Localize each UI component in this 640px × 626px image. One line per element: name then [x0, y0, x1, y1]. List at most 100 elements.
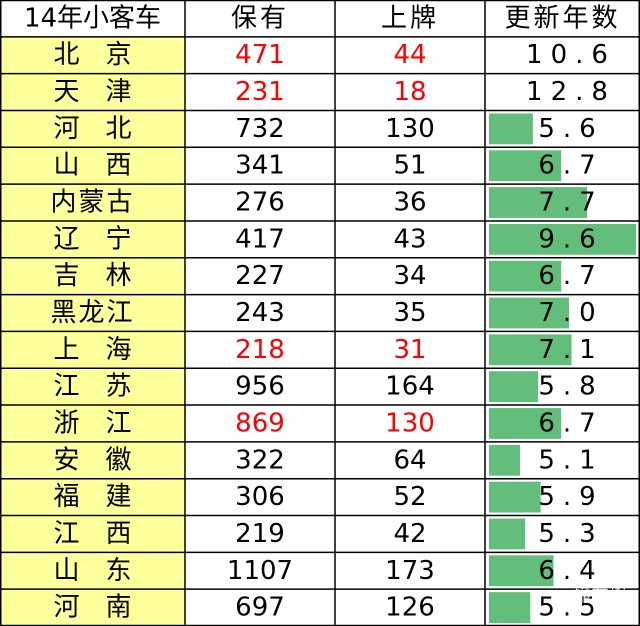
cell-text: 36	[393, 188, 426, 218]
data-bar	[489, 113, 533, 145]
data-bar	[489, 371, 539, 403]
cell-text: 江苏	[53, 372, 157, 402]
name-cell	[0, 220, 185, 258]
cell-text: 6.7	[538, 151, 603, 181]
cell-text: 1107	[227, 556, 293, 586]
cell-text: 上海	[53, 335, 157, 365]
cell-text: 243	[235, 298, 285, 328]
cell-text: 河北	[53, 114, 157, 144]
name-cell	[0, 368, 185, 406]
header-cell: 14年小客车	[24, 3, 161, 33]
data-bar	[489, 555, 554, 587]
cell-text: 安徽	[53, 445, 157, 475]
name-cell	[0, 294, 185, 332]
cell-text: 5.8	[538, 372, 603, 402]
cell-text: 306	[235, 482, 285, 512]
cell-text: 江西	[53, 519, 157, 549]
cell-text: 956	[235, 372, 285, 402]
cell-text: 34	[393, 261, 426, 291]
header-cell: 更新年数	[504, 3, 620, 33]
cell-text: 471	[235, 40, 285, 70]
data-bar	[489, 150, 562, 182]
cell-text: 浙江	[53, 408, 157, 438]
data-bar	[489, 187, 588, 218]
cell-text: 黑龙江	[50, 298, 134, 328]
cell-text: 内蒙古	[50, 188, 134, 218]
cell-text: 山西	[53, 151, 157, 181]
name-cell	[0, 73, 185, 111]
watermark: 懂车树	[573, 586, 627, 607]
name-cell	[0, 147, 185, 185]
cell-text: 130	[385, 408, 435, 438]
cell-text: 219	[235, 519, 285, 549]
cell-text: 164	[385, 372, 435, 402]
cell-text: 173	[385, 556, 435, 586]
name-cell	[0, 331, 185, 369]
cell-text: 9.6	[538, 224, 603, 254]
cell-text: 河南	[53, 593, 157, 623]
cell-text: 6.4	[538, 556, 603, 586]
cell-text: 5.5	[538, 593, 603, 623]
name-cell	[0, 405, 185, 442]
name-cell	[0, 36, 185, 74]
cell-text: 10.6	[526, 40, 616, 70]
name-cell	[0, 257, 185, 295]
cell-text: 天津	[53, 77, 157, 107]
cell-text: 福建	[53, 482, 157, 512]
name-cell	[0, 552, 185, 590]
cell-text: 218	[235, 335, 285, 365]
cell-text: 322	[235, 445, 285, 475]
header-cell: 上牌	[381, 3, 439, 33]
cell-text: 227	[235, 261, 285, 291]
data-bar	[489, 260, 562, 292]
cell-text: 5.3	[538, 519, 603, 549]
name-cell	[0, 589, 185, 626]
cell-text: 31	[393, 335, 426, 365]
cell-text: 18	[393, 77, 426, 107]
cell-text: 北京	[53, 40, 157, 70]
data-bar	[489, 297, 569, 329]
data-bar	[489, 518, 526, 550]
cell-text: 7.7	[538, 188, 603, 218]
cell-text: 51	[393, 151, 426, 181]
cell-text: 5.1	[538, 445, 603, 475]
data-bar	[489, 481, 541, 513]
cell-text: 山东	[53, 556, 157, 586]
cell-text: 5.6	[538, 114, 603, 144]
data-bar	[489, 408, 562, 439]
name-cell	[0, 184, 185, 221]
name-cell	[0, 441, 185, 479]
cell-text: 6.7	[538, 408, 603, 438]
cell-text: 44	[393, 40, 426, 70]
cell-text: 辽宁	[53, 224, 157, 254]
cell-text: 276	[235, 188, 285, 218]
cell-text: 231	[235, 77, 285, 107]
data-bar	[489, 223, 636, 255]
cell-text: 869	[235, 408, 285, 438]
cell-text: 697	[235, 593, 285, 623]
data-bar	[489, 592, 531, 623]
cell-text: 43	[393, 224, 426, 254]
cell-text: 126	[385, 593, 435, 623]
cell-text: 417	[235, 224, 285, 254]
cell-text: 6.7	[538, 261, 603, 291]
cell-text: 12.8	[526, 77, 616, 107]
cell-text: 吉林	[53, 261, 157, 291]
cell-text: 35	[393, 298, 426, 328]
cell-text: 7.1	[538, 335, 603, 365]
data-bar	[489, 444, 520, 476]
data-bar	[489, 334, 572, 366]
cell-text: 341	[235, 151, 285, 181]
cell-text: 732	[235, 114, 285, 144]
cell-text: 52	[393, 482, 426, 512]
header-cell: 保有	[231, 3, 289, 33]
cell-text: 64	[393, 445, 426, 475]
name-cell	[0, 515, 185, 553]
name-cell	[0, 110, 185, 148]
name-cell	[0, 478, 185, 516]
cell-text: 5.9	[538, 482, 603, 512]
cell-text: 130	[385, 114, 435, 144]
cell-text: 7.0	[538, 298, 603, 328]
cell-text: 42	[393, 519, 426, 549]
